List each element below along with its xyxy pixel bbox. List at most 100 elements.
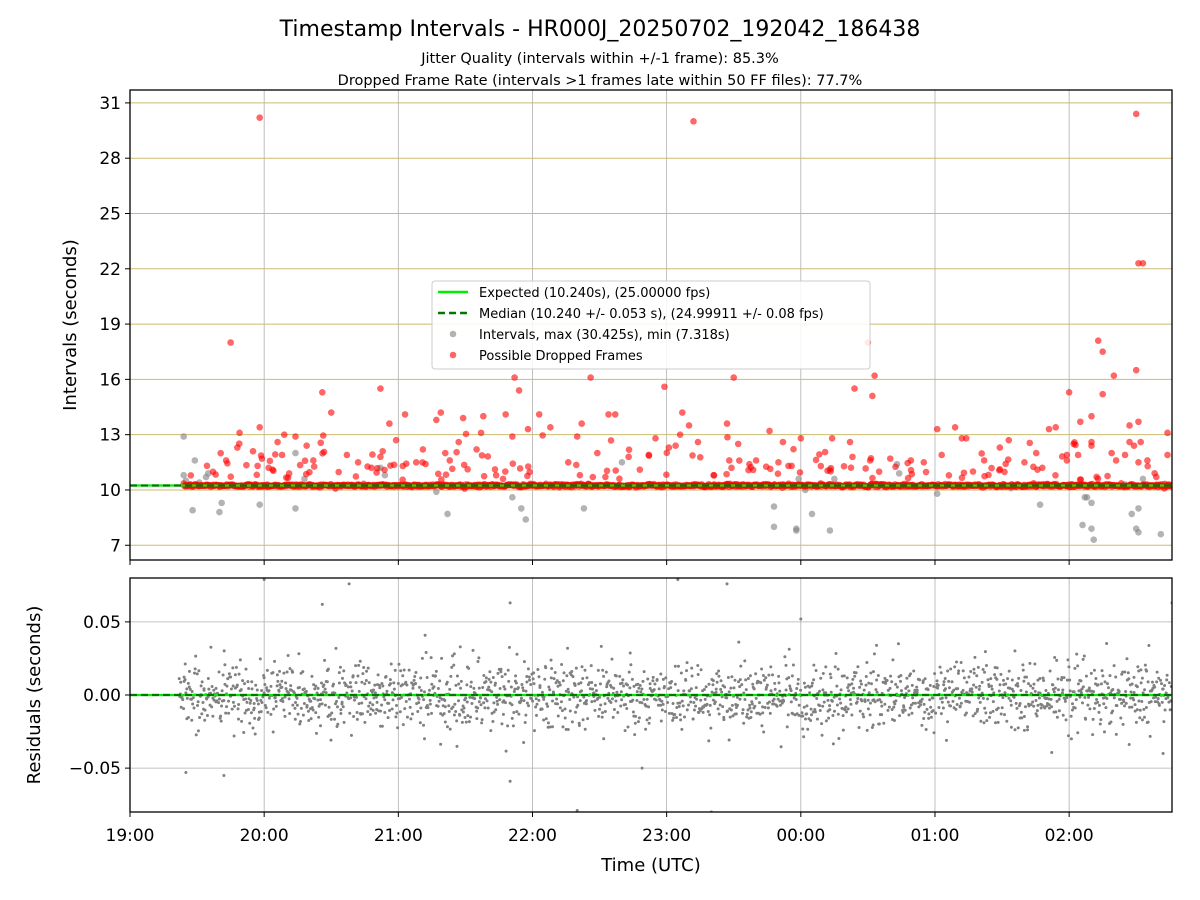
residual-point (352, 714, 356, 718)
residual-point (510, 703, 514, 707)
residual-point (203, 718, 207, 722)
residual-point (769, 665, 773, 669)
residual-point (490, 690, 494, 694)
residual-point (924, 728, 928, 732)
residual-point (841, 728, 845, 732)
residual-point (958, 704, 962, 708)
residual-point (767, 700, 771, 704)
dropped-frame-point (412, 459, 420, 466)
residual-point (812, 678, 816, 682)
dropped-frame-point (797, 435, 805, 442)
residual-point (612, 708, 616, 712)
residual-point (824, 691, 828, 695)
residual-point (821, 688, 825, 692)
residual-point (536, 667, 540, 671)
residual-point (1139, 668, 1143, 672)
residual-point (525, 674, 529, 678)
residual-point (628, 651, 632, 655)
residual-point (1007, 669, 1011, 673)
residual-point (205, 697, 209, 701)
residual-point (560, 662, 564, 666)
dropped-frame-point (996, 466, 1004, 473)
residual-point (830, 699, 834, 703)
residual-point (1138, 716, 1142, 720)
residual-point (345, 691, 349, 695)
residual-point (689, 687, 693, 691)
residual-point (1029, 703, 1033, 707)
residual-point (967, 675, 971, 679)
residual-point (1007, 696, 1011, 700)
residual-point (395, 703, 399, 707)
residual-point (471, 648, 475, 652)
residual-point (851, 677, 855, 681)
residual-point (848, 698, 852, 702)
residual-point (1149, 700, 1153, 704)
residual-point (226, 677, 230, 681)
residual-point (237, 672, 241, 676)
residual-point (467, 666, 471, 670)
residual-point (315, 691, 319, 695)
residual-point (291, 670, 295, 674)
residual-point (717, 712, 721, 716)
residual-point (1001, 696, 1005, 700)
residual-point (567, 690, 571, 694)
residual-point (890, 708, 894, 712)
residual-point (580, 665, 584, 669)
residual-point (337, 671, 341, 675)
dropped-frame-point (464, 465, 471, 473)
residual-point (1150, 680, 1154, 684)
residual-point (297, 686, 301, 690)
residual-point (957, 669, 961, 673)
residual-point (999, 672, 1003, 676)
residual-point (987, 685, 991, 689)
residual-point (1130, 682, 1134, 686)
residual-point (827, 716, 831, 720)
residual-point (1001, 678, 1005, 682)
residual-point (206, 677, 210, 681)
residual-point (732, 686, 736, 690)
residual-point (855, 700, 859, 704)
residual-point (684, 678, 688, 682)
legend: Expected (10.240s), (25.00000 fps) Media… (431, 280, 871, 370)
residual-point (293, 706, 297, 710)
residual-point (990, 687, 994, 691)
dropped-frame-point (547, 423, 554, 431)
residual-point (837, 736, 841, 740)
residual-point (683, 715, 687, 719)
residual-point (772, 697, 776, 701)
residual-point (515, 710, 519, 714)
residual-point (591, 687, 595, 691)
residual-point (357, 689, 361, 693)
residual-point (350, 689, 354, 693)
residual-point (540, 690, 544, 694)
residual-outlier (184, 771, 188, 775)
residual-point (656, 703, 660, 707)
residual-point (910, 711, 914, 715)
residual-point (1066, 734, 1070, 738)
dropped-frame-point (922, 468, 930, 476)
residual-point (1013, 649, 1017, 653)
residual-point (458, 645, 462, 649)
residual-point (514, 681, 518, 685)
residual-point (939, 712, 943, 716)
residual-point (1156, 697, 1160, 701)
residual-point (590, 700, 594, 704)
residual-point (862, 688, 866, 692)
residual-point (1084, 674, 1088, 678)
residual-point (922, 716, 926, 720)
residual-point (1057, 709, 1061, 713)
residual-point (578, 699, 582, 703)
residual-point (802, 705, 806, 709)
residual-point (1143, 663, 1147, 667)
dropped-frame-point (516, 465, 524, 472)
residual-point (662, 684, 666, 688)
residual-point (1092, 690, 1096, 694)
dropped-frame-point (441, 449, 449, 457)
residual-point (606, 696, 610, 700)
residual-point (688, 695, 692, 699)
residual-point (332, 682, 336, 686)
residual-point (269, 684, 273, 688)
residual-point (443, 720, 447, 724)
residual-point (991, 700, 995, 704)
residual-point (1056, 677, 1060, 681)
